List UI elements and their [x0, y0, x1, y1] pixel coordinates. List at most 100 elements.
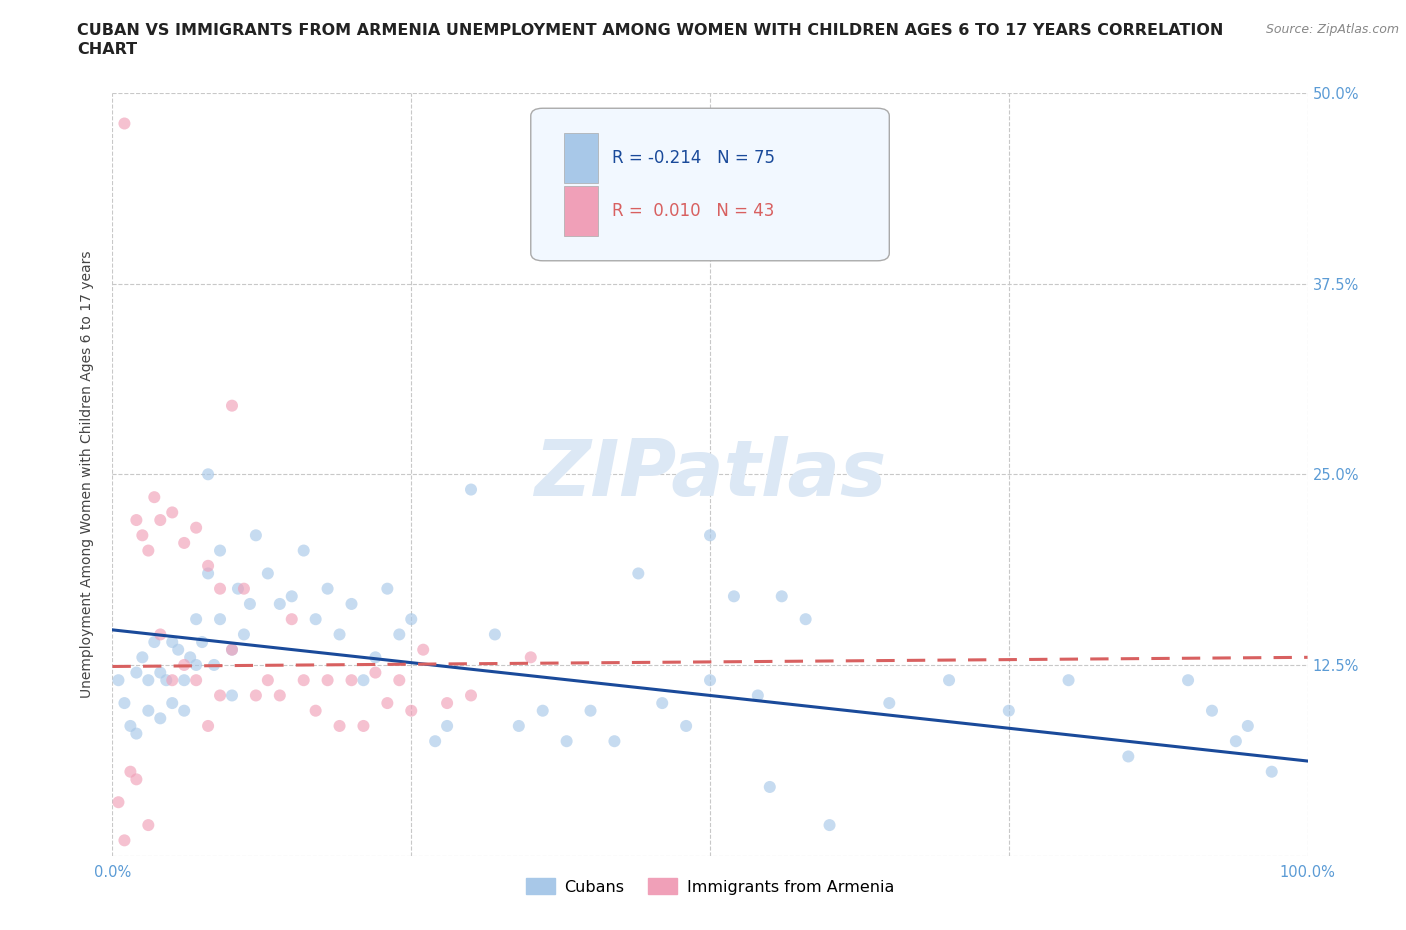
- Point: [226, 581, 249, 596]
- Point: [269, 596, 291, 611]
- Point: [138, 672, 160, 687]
- Point: [651, 696, 673, 711]
- Point: [484, 627, 506, 642]
- Point: [257, 672, 280, 687]
- Point: [209, 612, 232, 627]
- Point: [998, 703, 1021, 718]
- Point: [316, 581, 339, 596]
- Point: [143, 634, 166, 649]
- Point: [162, 672, 183, 687]
- Point: [281, 612, 304, 627]
- Point: [794, 612, 817, 627]
- Point: [1201, 703, 1223, 718]
- Point: [221, 643, 243, 658]
- Point: [107, 795, 129, 810]
- Text: Source: ZipAtlas.com: Source: ZipAtlas.com: [1265, 23, 1399, 36]
- Point: [173, 703, 195, 718]
- Point: [364, 650, 387, 665]
- Point: [281, 589, 304, 604]
- Point: [425, 734, 447, 749]
- Point: [162, 634, 183, 649]
- Point: [352, 719, 374, 734]
- Point: [233, 627, 256, 642]
- Point: [723, 589, 745, 604]
- Point: [191, 634, 214, 649]
- Point: [436, 719, 458, 734]
- Point: [388, 672, 411, 687]
- Point: [197, 719, 219, 734]
- Point: [209, 543, 232, 558]
- Point: [173, 658, 195, 672]
- Point: [352, 672, 374, 687]
- Point: [143, 490, 166, 505]
- Point: [186, 612, 208, 627]
- Point: [114, 696, 135, 711]
- Text: R = -0.214   N = 75: R = -0.214 N = 75: [612, 149, 775, 166]
- Point: [1237, 719, 1260, 734]
- Point: [221, 688, 243, 703]
- Point: [120, 764, 142, 779]
- Point: [149, 627, 172, 642]
- Point: [377, 696, 399, 711]
- Point: [186, 672, 208, 687]
- Point: [292, 672, 315, 687]
- Point: [579, 703, 602, 718]
- Point: [377, 581, 399, 596]
- Point: [340, 672, 363, 687]
- Point: [699, 672, 721, 687]
- Point: [149, 512, 172, 527]
- Point: [257, 566, 280, 581]
- Point: [120, 719, 142, 734]
- Point: [436, 696, 458, 711]
- FancyBboxPatch shape: [531, 108, 890, 260]
- Point: [138, 543, 160, 558]
- Point: [1177, 672, 1199, 687]
- Point: [401, 612, 423, 627]
- Point: [364, 665, 387, 680]
- Point: [162, 505, 183, 520]
- Point: [1225, 734, 1247, 749]
- Point: [186, 520, 208, 535]
- Point: [173, 672, 195, 687]
- Point: [531, 703, 554, 718]
- FancyBboxPatch shape: [564, 133, 598, 182]
- Point: [233, 581, 256, 596]
- Point: [138, 703, 160, 718]
- Point: [329, 719, 352, 734]
- Point: [114, 116, 135, 131]
- Point: [292, 543, 315, 558]
- Point: [508, 719, 530, 734]
- Point: [305, 612, 328, 627]
- Point: [197, 566, 219, 581]
- Point: [770, 589, 793, 604]
- Point: [1118, 749, 1140, 764]
- Point: [149, 665, 172, 680]
- Text: CUBAN VS IMMIGRANTS FROM ARMENIA UNEMPLOYMENT AMONG WOMEN WITH CHILDREN AGES 6 T: CUBAN VS IMMIGRANTS FROM ARMENIA UNEMPLO…: [77, 23, 1223, 38]
- Point: [699, 528, 721, 543]
- Legend: Cubans, Immigrants from Armenia: Cubans, Immigrants from Armenia: [520, 871, 900, 901]
- Point: [155, 672, 177, 687]
- Point: [460, 688, 482, 703]
- Point: [221, 398, 243, 413]
- Point: [747, 688, 769, 703]
- Text: CHART: CHART: [77, 42, 138, 57]
- Point: [138, 817, 160, 832]
- Point: [197, 467, 219, 482]
- Point: [520, 650, 543, 665]
- Point: [131, 528, 153, 543]
- Point: [149, 711, 172, 725]
- Point: [107, 672, 129, 687]
- Point: [167, 643, 190, 658]
- Text: R =  0.010   N = 43: R = 0.010 N = 43: [612, 202, 775, 220]
- Point: [125, 665, 148, 680]
- Point: [221, 643, 243, 658]
- Point: [675, 719, 697, 734]
- FancyBboxPatch shape: [564, 186, 598, 236]
- Point: [329, 627, 352, 642]
- Point: [759, 779, 782, 794]
- Point: [125, 726, 148, 741]
- Point: [179, 650, 201, 665]
- Point: [627, 566, 650, 581]
- Point: [340, 596, 363, 611]
- Point: [202, 658, 225, 672]
